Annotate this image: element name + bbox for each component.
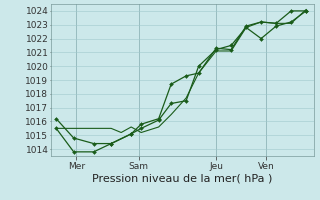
X-axis label: Pression niveau de la mer( hPa ): Pression niveau de la mer( hPa ) bbox=[92, 173, 273, 183]
